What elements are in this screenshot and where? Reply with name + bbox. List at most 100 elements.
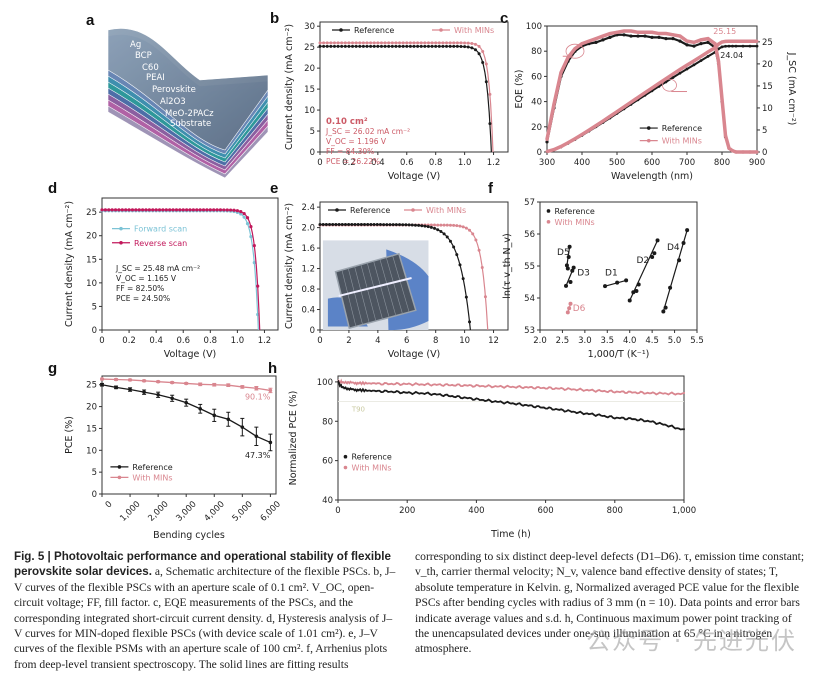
data-point — [466, 45, 470, 49]
data-point — [383, 44, 387, 48]
jsc-point — [559, 145, 563, 148]
data-point — [340, 44, 344, 48]
data-point — [430, 41, 434, 45]
data-point — [144, 208, 148, 212]
jsc-point — [594, 124, 598, 128]
jsc-point — [678, 71, 682, 75]
data-point — [407, 223, 411, 227]
data-point — [390, 41, 394, 45]
data-point — [398, 44, 402, 48]
data-point — [483, 295, 487, 299]
annotation-line: 0.10 cm² — [326, 117, 368, 127]
data-point — [340, 41, 344, 45]
jsc-point — [552, 148, 556, 152]
data-point — [477, 248, 481, 252]
legend-mins-text: With MINs — [426, 206, 466, 215]
x-tick-label: 4 — [375, 336, 380, 346]
data-point — [445, 223, 449, 227]
data-point — [184, 400, 188, 405]
data-point — [178, 208, 182, 212]
legend-mins-text: With MINs — [554, 218, 594, 227]
panel-label-d: d — [48, 180, 58, 197]
panel-a: a Ag BCP C60 PEAI Perovskite Al2O3 MeO-2PACz Su… — [0, 0, 280, 180]
module-busbar — [338, 277, 412, 297]
data-point — [387, 41, 391, 45]
data-point — [318, 223, 322, 227]
layer-label-0: Ag — [130, 40, 141, 50]
x-tick-label: 4,000 — [203, 499, 227, 523]
plot-frame — [337, 375, 685, 501]
jsc-point — [566, 141, 570, 145]
legend-mins-text: With MINs — [662, 137, 702, 146]
jsc-point — [755, 44, 759, 48]
data-point — [356, 223, 360, 227]
y-axis-label: ln(τ v_th N_v) — [502, 233, 513, 298]
data-point — [455, 224, 459, 228]
x-tick-label: 5.5 — [690, 336, 704, 346]
y-tick-label: 100 — [317, 378, 333, 388]
data-point — [390, 44, 394, 48]
chart-h: 0 200 400 600 800 1,000 40 60 80 100 Time (h) Norma… — [288, 375, 696, 540]
data-point — [332, 44, 336, 48]
jsc-point — [748, 39, 752, 43]
panel-d: d 0 0.2 0.4 0.6 0.8 1.0 1.2 0 5 10 15 20 25 Voltage (V… — [48, 180, 290, 360]
data-point — [171, 208, 175, 212]
panel-b: b 0 0.2 0.4 0.6 0.8 1.0 1.2 0 5 10 15 20 25 30 Voltage … — [270, 10, 520, 182]
data-point — [156, 379, 160, 384]
panel-e: e 0 2 4 6 8 10 12 0 0.4 0.8 1.2 1.6 2.0 2.4 Voltage (V)… — [270, 180, 520, 360]
y-tick-label: 60 — [322, 457, 333, 467]
x-tick-label: 2.0 — [533, 336, 547, 346]
x-tick-label: 1.2 — [487, 158, 501, 168]
data-point — [448, 41, 452, 45]
jsc-point — [650, 86, 654, 90]
data-point — [394, 41, 398, 45]
jsc-point — [699, 59, 703, 63]
data-point — [448, 44, 452, 48]
x-tick-label: 400 — [468, 506, 484, 516]
data-point — [343, 44, 347, 48]
data-point — [455, 44, 459, 48]
data-point — [410, 223, 414, 227]
data-point — [168, 208, 172, 212]
y-tick-label: 20 — [86, 403, 97, 413]
annotation-line: PCE = 24.50% — [116, 294, 170, 303]
data-point — [484, 80, 488, 84]
y2-tick-label: 0 — [762, 148, 767, 158]
x-tick-label: 1.0 — [458, 158, 472, 168]
defect-point-D2 — [634, 288, 639, 293]
y-tick-label: 25 — [86, 381, 97, 391]
y-tick-label: 60 — [531, 72, 542, 82]
y-tick-label: 55 — [524, 262, 535, 272]
data-point — [222, 208, 226, 212]
jsc-point — [727, 39, 731, 43]
annotation-line: FF = 82.50% — [116, 284, 164, 293]
x-tick-label: 400 — [574, 158, 590, 168]
eqe-axis-indicator — [565, 43, 585, 59]
data-point — [208, 208, 212, 212]
legend-reverse-text: Reverse scan — [134, 239, 187, 248]
jsc-point — [734, 44, 738, 48]
data-point — [480, 266, 484, 270]
y-tick-label: 2.4 — [301, 203, 315, 213]
legend-reference-marker — [339, 28, 343, 32]
eqe-point — [755, 150, 759, 154]
data-point — [441, 44, 445, 48]
jsc-point — [724, 39, 727, 43]
x-tick-label: 0.4 — [149, 336, 163, 346]
y-tick-label: 2.0 — [301, 224, 315, 234]
data-point — [337, 223, 341, 227]
data-point — [445, 41, 449, 45]
defect-label-D5: D5 — [557, 248, 570, 258]
jsc-point — [734, 39, 738, 43]
eqe-point — [727, 146, 731, 150]
defect-point-D6 — [567, 306, 572, 311]
eqe-point — [594, 40, 598, 44]
legend-reference-marker — [335, 208, 339, 212]
y-tick-label: 0 — [310, 148, 315, 158]
annotation-line: J_SC = 25.48 mA cm⁻² — [115, 264, 200, 273]
y-tick-label: 0.4 — [301, 306, 315, 316]
x-tick-label: 1.0 — [231, 336, 245, 346]
data-point — [329, 44, 333, 48]
y-tick-label: 10 — [86, 279, 97, 289]
data-point — [329, 41, 333, 45]
